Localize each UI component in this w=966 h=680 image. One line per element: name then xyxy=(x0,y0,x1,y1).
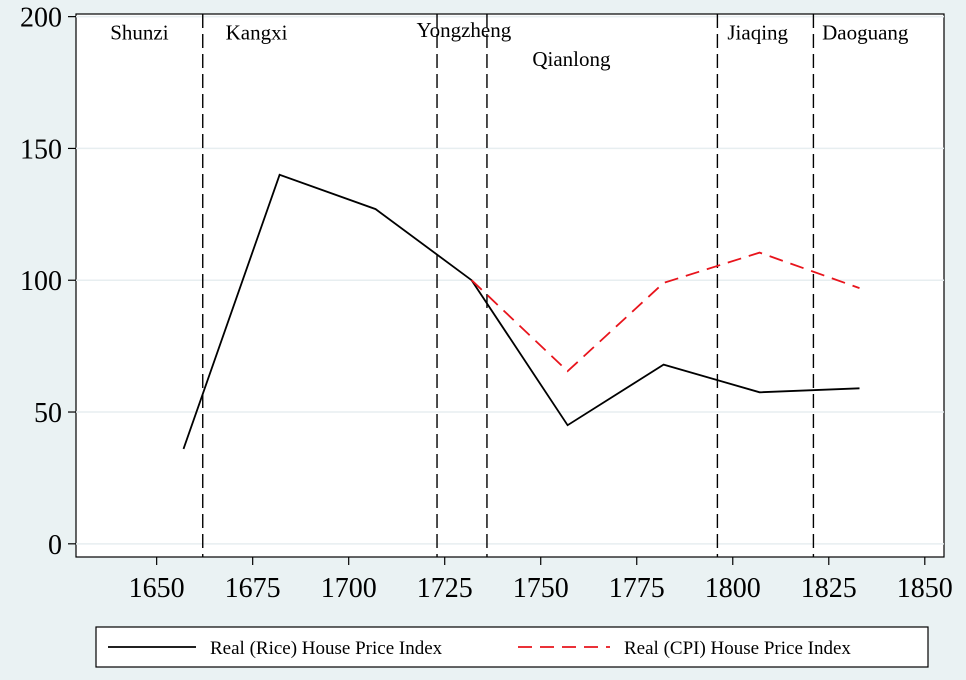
plot-area xyxy=(75,13,945,558)
gridlines xyxy=(76,15,944,545)
series-line-1 xyxy=(470,251,860,373)
reign-label: Kangxi xyxy=(226,20,288,44)
reign-label: Daoguang xyxy=(822,20,909,44)
x-tick-label: 1675 xyxy=(225,573,281,604)
reign-label: Shunzi xyxy=(110,20,169,44)
y-tick-label: 0 xyxy=(48,530,62,561)
x-tick-label: 1825 xyxy=(801,573,857,604)
x-tick-label: 1725 xyxy=(417,573,473,604)
reign-label: Qianlong xyxy=(532,47,611,71)
series-line-0 xyxy=(182,173,860,450)
x-tick-label: 1650 xyxy=(129,573,185,604)
x-axis: 1650 1675 1700 1725 1750 1775 1800 1825 1850 xyxy=(129,557,953,604)
x-tick-label: 1800 xyxy=(705,573,761,604)
legend: Real (Rice) House Price Index Real (CPI)… xyxy=(95,626,929,668)
y-tick-label: 100 xyxy=(20,266,62,297)
y-tick-label: 200 xyxy=(20,3,62,34)
legend-label-cpi: Real (CPI) House Price Index xyxy=(624,638,851,659)
y-tick-label: 50 xyxy=(34,398,62,429)
x-tick-label: 1700 xyxy=(321,573,377,604)
legend-box xyxy=(95,626,929,668)
x-tick-label: 1850 xyxy=(897,573,953,604)
reign-label: Yongzheng xyxy=(417,18,512,42)
reign-boundaries xyxy=(202,14,815,557)
legend-label-rice: Real (Rice) House Price Index xyxy=(210,638,443,659)
reign-label: Jiaqing xyxy=(727,20,788,44)
y-tick-label: 150 xyxy=(20,134,62,165)
series xyxy=(182,173,860,450)
y-axis: 0 50 100 150 200 xyxy=(20,3,76,561)
x-tick-label: 1775 xyxy=(609,573,665,604)
reign-labels: Shunzi Kangxi Yongzheng Qianlong Jiaqing Daog… xyxy=(110,18,909,71)
x-tick-label: 1750 xyxy=(513,573,569,604)
